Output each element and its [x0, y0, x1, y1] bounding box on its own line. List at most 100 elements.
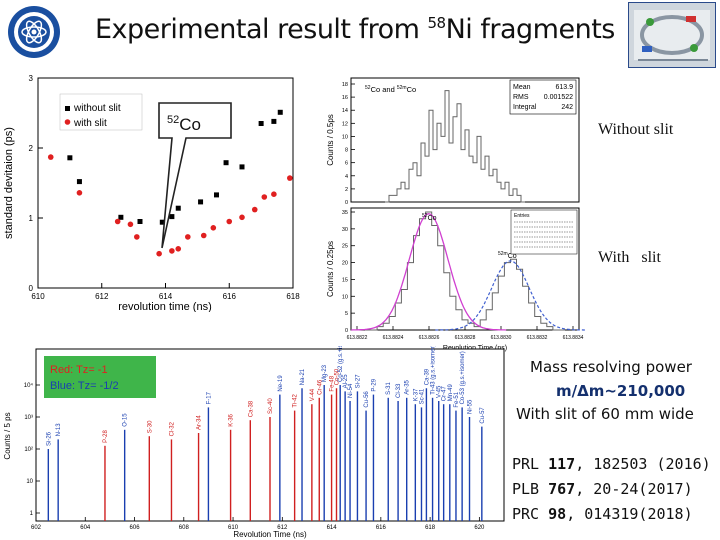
co52-symbol: Co: [179, 115, 201, 134]
point-with-slit: [114, 218, 121, 225]
hist1-ytick-label: 4: [345, 174, 348, 180]
without-slit-label: Without slit: [598, 121, 674, 138]
hist1-ytick-label: 14: [342, 108, 348, 114]
stddev-ylabel: standard devitaion (ps): [3, 127, 15, 239]
point-without-slit: [175, 205, 181, 211]
hist1-ytick-label: 8: [345, 148, 348, 154]
point-without-slit: [239, 164, 245, 170]
peak-label: V-45: [437, 385, 443, 398]
stat-integral: 242: [561, 104, 573, 111]
peak-label: Fe-48: [330, 375, 336, 391]
peak-label: F-17: [206, 391, 212, 404]
spectrum-xtick-label: 616: [376, 525, 387, 531]
hist2-ytick-label: 0: [345, 328, 348, 334]
peak-label: Cl-32: [169, 421, 175, 436]
fit-entries-label: Entries: [514, 213, 530, 219]
point-without-slit: [118, 214, 124, 220]
slide-title: Experimental result from 58Ni fragments: [95, 14, 625, 45]
legend-without-slit: without slit: [73, 103, 121, 114]
spectrum-ytick-label: 10³: [24, 415, 33, 421]
hist2-ytick-label: 20: [342, 261, 348, 267]
spectrum-xtick-label: 606: [130, 525, 141, 531]
tz-blue-label: Blue: Tz= -1/2: [50, 380, 119, 392]
spectrum-xtick-label: 604: [80, 525, 91, 531]
point-without-slit: [76, 179, 82, 185]
point-with-slit: [261, 194, 268, 200]
peak-label-co52: 52Co: [422, 213, 437, 222]
peak-label: S-30: [147, 420, 153, 433]
hist1-line: [385, 90, 525, 203]
hist2-fitbox: Entries: [510, 209, 578, 255]
spectrum-xlabel: Revolution Time (ns): [233, 530, 307, 539]
peak-label: P-29: [371, 378, 377, 391]
peak-label: Ar-34: [197, 415, 203, 430]
hist1-title: 52Co and 52mCo: [365, 85, 416, 94]
stddev-chart: standard devitaion (ps) revolution time …: [3, 74, 300, 312]
title-text: Experimental result from: [95, 14, 428, 45]
title-mass-number: 58: [427, 14, 447, 32]
stddev-xtick-label: 610: [31, 292, 45, 301]
hist2-ytick-label: 35: [342, 210, 348, 216]
point-with-slit: [175, 246, 182, 252]
peak-label: Mg-23: [322, 364, 328, 382]
peak-label: Ti-43 (g.s.+isomer): [431, 346, 437, 395]
peak-label: P-28: [103, 429, 109, 442]
fit-curve-co52m: [435, 260, 585, 331]
peak-label: Co-52 (g.s.+isomer): [338, 346, 344, 382]
hist2-xtick-label: 613.8830: [491, 335, 512, 341]
hist1-ytick-label: 2: [345, 187, 348, 193]
point-without-slit: [277, 109, 283, 115]
stat-mean-label: Mean: [513, 84, 531, 91]
spectrum-ylabel: Counts / 5 ps: [3, 412, 12, 459]
point-without-slit: [258, 121, 264, 126]
hist2-xtick-label: 613.8834: [563, 335, 584, 341]
institute-logo-icon: [8, 6, 60, 58]
point-with-slit: [226, 218, 233, 225]
hist2-xtick-label: 613.8822: [347, 335, 368, 341]
peak-label: Ar-35: [405, 379, 411, 394]
point-with-slit: [271, 191, 277, 197]
peak-label: Cr-46: [317, 379, 323, 395]
spectrum-ytick-label: 10: [26, 479, 33, 485]
peak-label: Ca-39: [424, 368, 430, 385]
point-with-slit: [169, 248, 175, 254]
point-without-slit: [223, 160, 229, 166]
point-with-slit: [287, 175, 293, 181]
point-with-slit: [251, 206, 258, 213]
spectrum-ytick-label: 10⁴: [24, 382, 34, 389]
point-with-slit: [134, 234, 140, 240]
hist2-xtick-label: 613.8826: [419, 335, 440, 341]
legend-with-slit: with slit: [73, 118, 107, 129]
peak-label: K-37: [413, 388, 419, 401]
peak-label: Si-26: [46, 431, 52, 446]
stddev-xtick-label: 612: [95, 292, 109, 301]
reference-2: PLB 767, 20-24(2017): [512, 480, 693, 498]
stat-integral-label: Integral: [513, 104, 537, 111]
peak-label: Fe-51: [454, 391, 460, 407]
spectrum-xtick-label: 602: [31, 525, 42, 531]
stddev-xtick-label: 616: [223, 292, 237, 301]
point-without-slit: [137, 219, 143, 224]
reference-1: PRL 117, 182503 (2016): [512, 455, 711, 473]
peak-label-co52m: 52mCo: [498, 251, 517, 260]
spectrum-ytick-label: 10²: [24, 447, 33, 453]
hist2-ytick-label: 25: [342, 244, 348, 250]
hist1-ylabel: Counts / 0.5ps: [326, 114, 335, 166]
point-with-slit: [185, 234, 191, 240]
fit-curve-co52: [351, 213, 507, 331]
peak-label: Cl-33: [396, 383, 402, 398]
peak-label: Co-50: [335, 368, 341, 385]
stddev-legend: without slit with slit: [59, 93, 143, 131]
tz-red-label: Red: Tz= -1: [50, 364, 108, 376]
hist1-ytick-label: 10: [342, 134, 348, 140]
peak-label: Cr-47: [442, 386, 448, 402]
peak-label: Ni-54: [348, 383, 354, 398]
co52-label: 52Co: [167, 114, 201, 134]
point-with-slit: [47, 154, 54, 160]
peak-label: Sc-40: [268, 398, 274, 414]
hist2-ytick-label: 15: [342, 277, 348, 283]
tz-legend-box: [44, 356, 156, 398]
point-without-slit: [198, 199, 204, 205]
hist1-statsbox: Mean 613.9 RMS 0.001522 Integral 242: [509, 79, 577, 115]
point-with-slit: [239, 214, 245, 221]
